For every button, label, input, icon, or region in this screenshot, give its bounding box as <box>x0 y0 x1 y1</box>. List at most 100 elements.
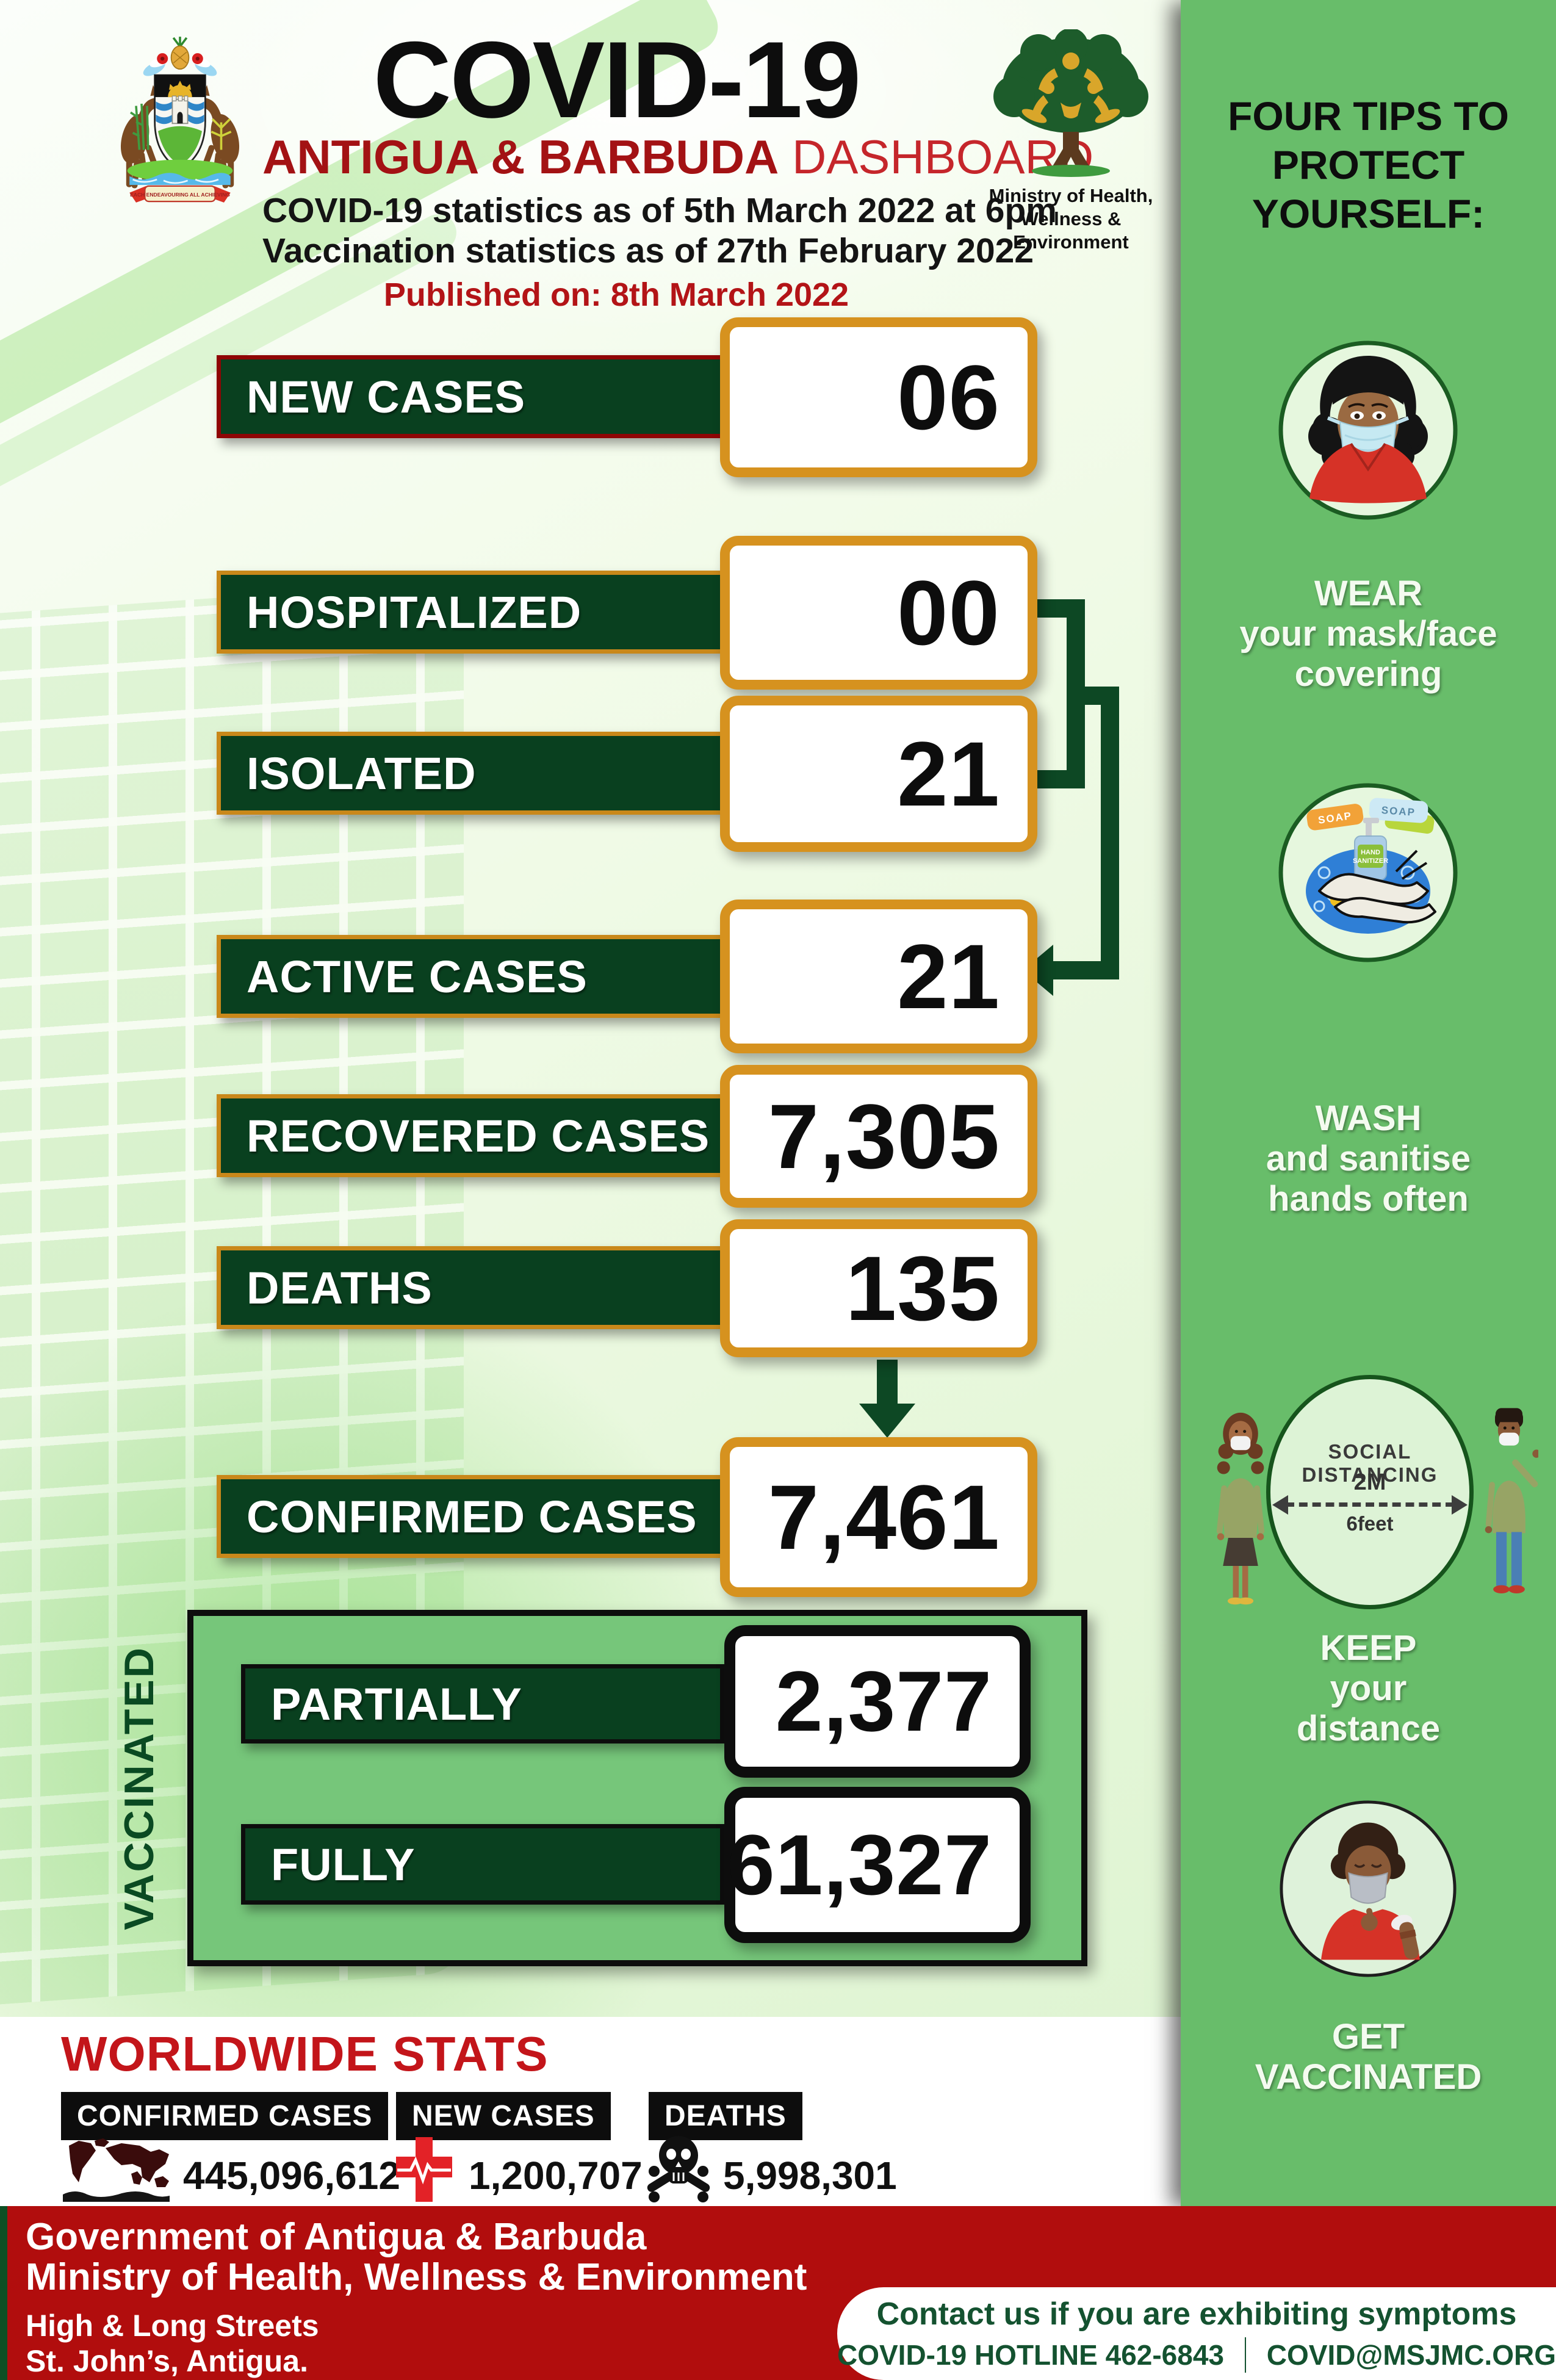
partially-value-box: 2,377 <box>724 1625 1031 1778</box>
new-cases-value-box: 06 <box>720 317 1037 477</box>
sanitizer-label-line2: SANITIZER <box>1353 857 1388 865</box>
tip-wash-caption: WASH and sanitise hands often <box>1187 1098 1550 1219</box>
distance-arrow-line <box>1286 1502 1454 1507</box>
sanitizer-label-line1: HAND <box>1361 849 1380 856</box>
fully-label: FULLY <box>271 1839 416 1890</box>
confirmed-cases-label: CONFIRMED CASES <box>247 1491 697 1542</box>
yucca <box>211 118 232 150</box>
active-cases-label-bar: ACTIVE CASES <box>217 935 751 1018</box>
worldwide-title: WORLDWIDE STATS <box>61 2027 549 2081</box>
tips-heading-line3: YOURSELF: <box>1252 191 1485 236</box>
deaths-label-bar: DEATHS <box>217 1246 751 1329</box>
worldwide-confirmed-label: CONFIRMED CASES <box>61 2092 389 2140</box>
skull-crossbones-icon <box>647 2136 710 2202</box>
tip-vaccinate-line1: GET <box>1331 2017 1405 2057</box>
tip-wash-line2: and sanitise <box>1266 1139 1471 1178</box>
tip-wear-caption: WEAR your mask/face covering <box>1187 574 1550 694</box>
footer-gov-line: Government of Antigua & Barbuda <box>26 2216 647 2258</box>
footer-city-line: St. John’s, Antigua. <box>26 2344 308 2378</box>
worldwide-newcases-label: NEW CASES <box>396 2092 611 2140</box>
soap-bar-label-2: SOAP <box>1381 804 1416 818</box>
worldwide-deaths-label: DEATHS <box>649 2092 802 2140</box>
ministry-logo-icon <box>993 29 1148 177</box>
footer-left-accent <box>0 2206 7 2380</box>
published-line: Published on: 8th March 2022 <box>383 276 849 313</box>
flow-vertical-2 <box>1101 687 1119 979</box>
worldwide-confirmed-value: 445,096,612 <box>183 2154 400 2198</box>
tip-distance-caption: KEEP your distance <box>1187 1628 1550 1749</box>
contact-divider <box>1245 2337 1246 2373</box>
worldwide-newcases-value: 1,200,707 <box>469 2154 643 2198</box>
confirmed-cases-label-bar: CONFIRMED CASES <box>217 1475 751 1558</box>
social-distancing-sign <box>1266 1375 1474 1609</box>
contact-email: COVID@MSJMC.ORG <box>1266 2339 1556 2371</box>
subtitle-country: ANTIGUA & BARBUDA <box>262 130 779 184</box>
contact-hotline: COVID-19 HOTLINE 462-6843 <box>837 2339 1225 2371</box>
distance-arrowhead-right-icon <box>1452 1495 1468 1515</box>
ministry-logo-caption: Ministry of Health, Wellness & Environme… <box>976 184 1165 254</box>
hand-washing-icon: SOAP SOAP HAND SANITIZER <box>1278 783 1458 962</box>
partially-label-bar: PARTIALLY <box>241 1664 724 1744</box>
vaccinated-person-icon <box>1280 1800 1457 1977</box>
social-distancing-title: SOCIAL DISTANCING <box>1302 1440 1438 1486</box>
ministry-logo-line2: Wellness & Environment <box>1013 208 1129 253</box>
distancing-woman-icon <box>1216 1412 1265 1605</box>
hospitalized-value: 00 <box>897 561 1000 664</box>
tip-distance-line3: distance <box>1296 1709 1441 1748</box>
tips-sidebar: FOUR TIPS TO PROTECT YOURSELF: <box>1181 0 1556 2209</box>
new-cases-label: NEW CASES <box>247 371 526 422</box>
active-cases-value-box: 21 <box>720 900 1037 1053</box>
recovered-cases-label-bar: RECOVERED CASES <box>217 1094 751 1177</box>
tips-heading-line2: PROTECT <box>1272 142 1465 187</box>
flow-down-shaft <box>877 1360 898 1407</box>
sugarcane <box>130 103 149 150</box>
isolated-value: 21 <box>897 722 1000 825</box>
distance-arrowhead-left-icon <box>1272 1495 1288 1515</box>
tip-distance-line1: KEEP <box>1320 1628 1417 1668</box>
tip-wear-line3: covering <box>1294 654 1443 694</box>
tip-vaccinate-caption: GET VACCINATED <box>1187 2017 1550 2097</box>
flow-arrowhead-confirmed-icon <box>859 1404 915 1438</box>
tip-wear-line2: your mask/face <box>1239 614 1497 654</box>
flow-bottom-bar <box>1053 961 1119 979</box>
contact-box: Contact us if you are exhibiting symptom… <box>837 2287 1556 2380</box>
page-subtitle: ANTIGUA & BARBUDA DASHBOARD <box>262 129 1093 185</box>
tip-distance-line2: your <box>1330 1668 1407 1708</box>
recovered-cases-label: RECOVERED CASES <box>247 1110 710 1161</box>
tip-vaccinate-line2: VACCINATED <box>1255 2057 1482 2097</box>
hospitalized-label: HOSPITALIZED <box>247 586 582 638</box>
tip-wear-line1: WEAR <box>1314 574 1423 613</box>
shield <box>154 74 206 171</box>
medical-cross-icon <box>396 2137 452 2202</box>
ministry-logo-line1: Ministry of Health, <box>989 185 1153 206</box>
stats-asof-line: COVID-19 statistics as of 5th March 2022… <box>262 191 1057 230</box>
active-cases-label: ACTIVE CASES <box>247 951 588 1002</box>
coat-of-arms-icon: EACH ENDEAVOURING ALL ACHIEVING <box>120 37 240 203</box>
footer-street-line: High & Long Streets <box>26 2309 319 2343</box>
vaccination-asof-line: Vaccination statistics as of 27th Februa… <box>262 231 1034 270</box>
vaccinated-side-label: VACCINATED <box>116 1646 162 1930</box>
contact-heading: Contact us if you are exhibiting symptom… <box>876 2296 1517 2332</box>
flow-stub-isolated <box>1037 770 1067 788</box>
world-map-icon <box>63 2138 170 2202</box>
confirmed-cases-value-box: 7,461 <box>720 1437 1037 1597</box>
coat-motto: EACH ENDEAVOURING ALL ACHIEVING <box>130 192 230 198</box>
distancing-man-icon <box>1485 1408 1538 1594</box>
deaths-value: 135 <box>845 1236 1000 1340</box>
tip-wash-line3: hands often <box>1268 1179 1469 1219</box>
partially-label: PARTIALLY <box>271 1678 522 1729</box>
social-distancing-meters: 2M <box>1353 1469 1386 1495</box>
tips-heading-line1: FOUR TIPS TO <box>1228 93 1509 139</box>
fully-label-bar: FULLY <box>241 1824 724 1905</box>
new-cases-value: 06 <box>897 345 1000 449</box>
isolated-label: ISOLATED <box>247 748 477 799</box>
hospitalized-value-box: 00 <box>720 536 1037 690</box>
partially-value: 2,377 <box>775 1653 992 1749</box>
confirmed-cases-value: 7,461 <box>768 1465 1000 1568</box>
header: EACH ENDEAVOURING ALL ACHIEVING COVID-19… <box>0 0 1181 317</box>
hospitalized-label-bar: HOSPITALIZED <box>217 571 751 654</box>
active-cases-value: 21 <box>897 925 1000 1028</box>
deaths-label: DEATHS <box>247 1262 433 1313</box>
recovered-cases-value-box: 7,305 <box>720 1065 1037 1208</box>
